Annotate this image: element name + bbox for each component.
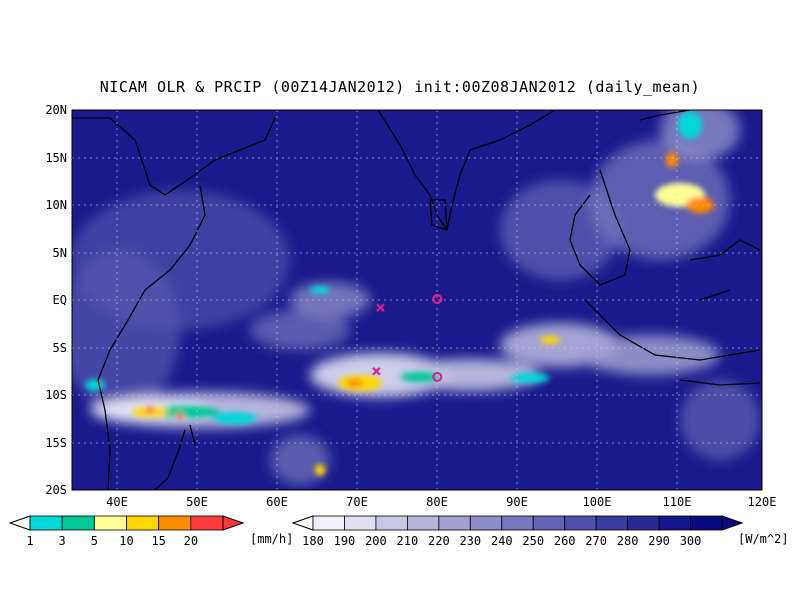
olr-colorbar-tick-label: 280 bbox=[617, 534, 639, 548]
lat-label: 10N bbox=[45, 198, 67, 212]
olr-colorbar-tick-label: 180 bbox=[302, 534, 324, 548]
precip-colorbar-tick-label: 20 bbox=[184, 534, 198, 548]
map-frame bbox=[71, 109, 763, 491]
olr-colorbar-segment bbox=[595, 515, 629, 531]
olr-colorbar-segment bbox=[658, 515, 691, 531]
lon-axis: 40E 50E 60E 70E 80E 90E 100E 110E 120E bbox=[106, 495, 776, 509]
olr-colorbar-segment bbox=[344, 515, 377, 531]
olr-colorbar bbox=[291, 515, 744, 531]
lon-label: 50E bbox=[186, 495, 208, 509]
indochina bbox=[569, 169, 631, 286]
precip-colorbar-tick-label: 10 bbox=[119, 534, 133, 548]
olr-colorbar-segment bbox=[501, 515, 534, 531]
olr-colorbar-segment bbox=[469, 515, 503, 531]
sumatra-java bbox=[584, 299, 761, 361]
olr-colorbar-segment bbox=[406, 515, 440, 531]
lat-label: 20S bbox=[45, 483, 67, 497]
olr-colorbar-segment bbox=[375, 515, 408, 531]
olr-colorbar-tick-label: 240 bbox=[491, 534, 513, 548]
lon-label: 120E bbox=[748, 495, 777, 509]
sri-lanka bbox=[429, 199, 448, 231]
precip-colorbar-segment bbox=[29, 515, 63, 531]
olr-tick-labels: 180 190 200 210 220 230 240 250 260 270 280 290 300 bbox=[302, 534, 701, 548]
olr-colorbar-segment bbox=[690, 515, 723, 531]
lon-label: 90E bbox=[506, 495, 528, 509]
olr-colorbar-tick-label: 250 bbox=[522, 534, 544, 548]
lat-label: 15S bbox=[45, 436, 67, 450]
olr-colorbar-tick-label: 300 bbox=[680, 534, 702, 548]
precip-unit: [mm/h] bbox=[250, 532, 293, 546]
olr-unit: [W/m^2] bbox=[738, 532, 789, 546]
lat-label: 15N bbox=[45, 151, 67, 165]
lon-label: 100E bbox=[583, 495, 612, 509]
grid-lines bbox=[72, 110, 762, 490]
precip-colorbar-tick-label: 15 bbox=[151, 534, 165, 548]
storm-o-marker bbox=[432, 371, 443, 383]
storm-x-marker bbox=[372, 366, 381, 376]
precip-colorbar-segment bbox=[190, 515, 224, 531]
precip-tick-labels: 1 3 5 10 15 20 bbox=[26, 534, 198, 548]
lat-label: EQ bbox=[53, 293, 67, 307]
precip-colorbar-high-cap bbox=[222, 515, 245, 531]
arabia-coast bbox=[72, 117, 276, 196]
precip-colorbar-tick-label: 1 bbox=[26, 534, 33, 548]
precip-colorbar-tick-label: 3 bbox=[59, 534, 66, 548]
olr-colorbar-tick-label: 270 bbox=[585, 534, 607, 548]
precip-colorbar-segment bbox=[61, 515, 95, 531]
precip-colorbar-segment bbox=[126, 515, 160, 531]
africa-east-coast bbox=[97, 184, 206, 490]
madagascar bbox=[154, 424, 196, 490]
lat-axis: 20N 15N 10N 5N EQ 5S 10S 15S 20S bbox=[45, 103, 67, 497]
lon-label: 110E bbox=[663, 495, 692, 509]
map-title: NICAM OLR & PRCIP (00Z14JAN2012) init:00… bbox=[99, 78, 701, 96]
coastlines bbox=[72, 110, 761, 490]
olr-colorbar-segment bbox=[532, 515, 566, 531]
olr-colorbar-tick-label: 290 bbox=[648, 534, 670, 548]
olr-cloud-field bbox=[72, 110, 760, 485]
lat-label: 5N bbox=[53, 246, 67, 260]
precip-colorbar-low-cap bbox=[8, 515, 31, 531]
borneo bbox=[689, 239, 761, 301]
olr-colorbar-segment bbox=[564, 515, 597, 531]
olr-colorbar-tick-label: 260 bbox=[554, 534, 576, 548]
olr-colorbar-high-cap bbox=[721, 515, 744, 531]
precip-colorbar-tick-label: 5 bbox=[91, 534, 98, 548]
precip-colorbar bbox=[8, 515, 245, 531]
olr-colorbar-tick-label: 230 bbox=[459, 534, 481, 548]
olr-colorbar-tick-label: 190 bbox=[334, 534, 356, 548]
precip-colorbar-segment bbox=[158, 515, 192, 531]
storm-x-marker bbox=[376, 303, 385, 312]
india-coast bbox=[377, 110, 556, 232]
lon-label: 40E bbox=[106, 495, 128, 509]
olr-colorbar-low-cap bbox=[291, 515, 314, 531]
precip-colorbar-segment bbox=[93, 515, 127, 531]
map-field bbox=[72, 110, 762, 490]
precip-cells bbox=[85, 111, 714, 476]
olr-colorbar-tick-label: 200 bbox=[365, 534, 387, 548]
olr-colorbar-tick-label: 210 bbox=[397, 534, 419, 548]
olr-colorbar-segment bbox=[627, 515, 660, 531]
olr-colorbar-tick-label: 220 bbox=[428, 534, 450, 548]
lon-label: 80E bbox=[426, 495, 448, 509]
lat-label: 5S bbox=[53, 341, 67, 355]
lat-label: 10S bbox=[45, 388, 67, 402]
lat-label: 20N bbox=[45, 103, 67, 117]
south-china-coast bbox=[639, 110, 691, 121]
lon-label: 70E bbox=[346, 495, 368, 509]
olr-colorbar-segment bbox=[438, 515, 471, 531]
storm-markers bbox=[372, 293, 443, 383]
storm-o-marker bbox=[432, 293, 443, 305]
lesser-sunda bbox=[679, 379, 761, 386]
lon-label: 60E bbox=[266, 495, 288, 509]
olr-colorbar-segment bbox=[312, 515, 345, 531]
